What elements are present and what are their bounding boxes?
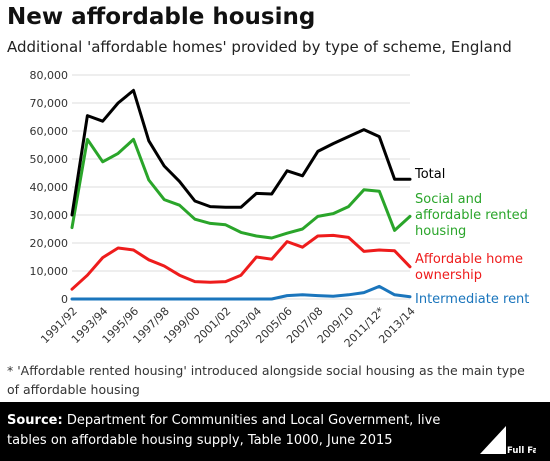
source-text: Source: Department for Communities and L… xyxy=(7,411,477,451)
series-lines xyxy=(70,88,412,301)
y-tick-label: 30,000 xyxy=(30,209,69,222)
y-tick-label: 40,000 xyxy=(30,181,69,194)
series-label: Intermediate rent xyxy=(415,292,529,307)
y-axis-tick-labels: 0 10,000 20,000 30,000 40,000 50,000 60,000 70,… xyxy=(30,69,69,306)
x-axis-tick-labels: 1991/921993/941995/961997/981999/002001/… xyxy=(38,304,418,350)
y-tick-label: 0 xyxy=(61,293,68,306)
footnote: * 'Affordable rented housing' introduced… xyxy=(7,363,525,397)
chart-subtitle: Additional 'affordable homes' provided b… xyxy=(7,38,512,56)
y-tick-label: 20,000 xyxy=(30,237,69,250)
series-line xyxy=(70,233,412,291)
series-label: Total xyxy=(414,167,445,182)
source-bar: Source: Department for Communities and L… xyxy=(0,402,550,461)
y-tick-label: 60,000 xyxy=(30,125,69,138)
series-label: ownership xyxy=(415,268,482,283)
full-fact-logo-icon: Full Fact xyxy=(480,426,536,456)
series-line xyxy=(70,284,412,301)
logo-text: Full Fact xyxy=(507,446,536,456)
y-tick-label: 10,000 xyxy=(30,265,69,278)
source-label: Source: xyxy=(7,413,63,428)
series-label: affordable rented xyxy=(415,208,528,223)
y-tick-label: 50,000 xyxy=(30,153,69,166)
series-line xyxy=(70,88,412,217)
gridlines xyxy=(72,74,410,300)
source-description: Department for Communities and Local Gov… xyxy=(7,413,441,448)
y-tick-label: 70,000 xyxy=(30,97,69,110)
series-label: Social and xyxy=(415,192,482,207)
line-chart: 0 10,000 20,000 30,000 40,000 50,000 60,000 70,… xyxy=(30,69,530,350)
y-tick-label: 80,000 xyxy=(30,69,69,82)
chart-title: New affordable housing xyxy=(7,4,316,30)
series-label: Affordable home xyxy=(415,252,523,267)
series-line xyxy=(70,137,412,240)
series-label: housing xyxy=(415,224,466,239)
